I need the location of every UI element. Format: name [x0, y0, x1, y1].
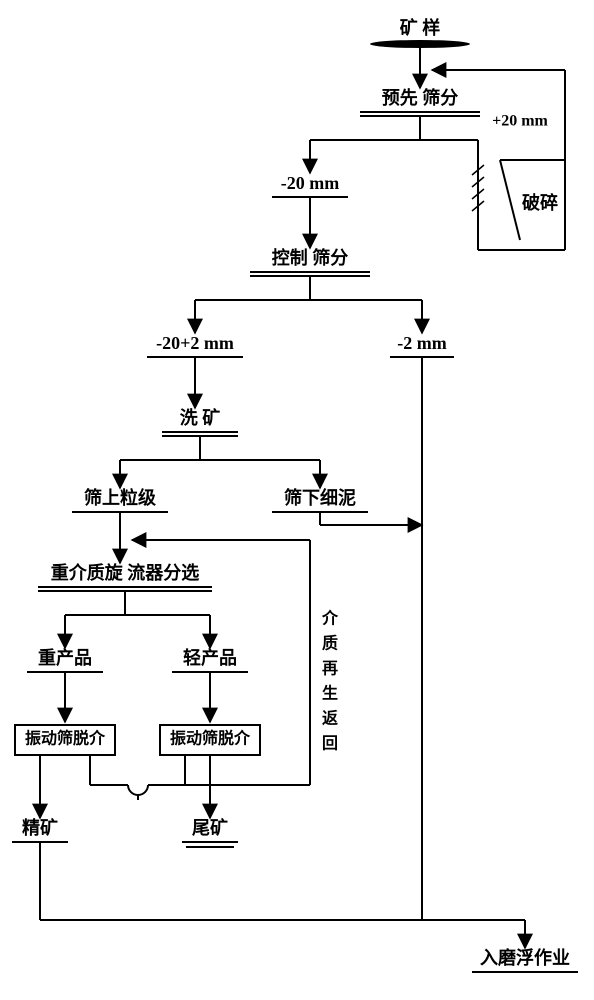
- node-vib2: 振动筛脱介: [170, 729, 251, 748]
- node-tailings: 尾矿: [192, 817, 228, 838]
- node-minus20: -20 mm: [281, 173, 339, 193]
- node-crush: 破碎: [522, 192, 558, 213]
- node-light: 轻产品: [183, 647, 237, 668]
- node-pre-screen: 预先 筛分: [382, 87, 459, 108]
- node-concentrate: 精矿: [22, 817, 58, 838]
- ore-sample-underline: [370, 40, 470, 48]
- label-plus20: +20 mm: [492, 113, 548, 130]
- node-minus2: -2 mm: [397, 333, 446, 353]
- node-ore-sample: 矿 样: [400, 17, 441, 38]
- svg-text:生: 生: [322, 684, 338, 703]
- svg-text:回: 回: [322, 735, 338, 753]
- node-heavy: 重产品: [38, 647, 92, 668]
- node-control-screen: 控制 筛分: [272, 247, 349, 268]
- node-washing: 洗 矿: [180, 407, 221, 428]
- media-arc: [128, 785, 148, 795]
- node-dms: 重介质旋 流器分选: [51, 562, 200, 583]
- node-underfine: 筛下细泥: [284, 487, 356, 508]
- node-oversize: 筛上粒级: [84, 487, 157, 508]
- node-to-grind: 入磨浮作业: [480, 947, 570, 968]
- svg-text:介: 介: [321, 609, 339, 628]
- label-media-return: 介 质 再 生 返 回: [321, 609, 339, 753]
- svg-text:再: 再: [322, 660, 338, 678]
- svg-text:质: 质: [322, 634, 338, 653]
- svg-text:返: 返: [322, 709, 338, 728]
- node-vib1: 振动筛脱介: [25, 729, 106, 748]
- node-minus20plus2: -20+2 mm: [156, 333, 234, 353]
